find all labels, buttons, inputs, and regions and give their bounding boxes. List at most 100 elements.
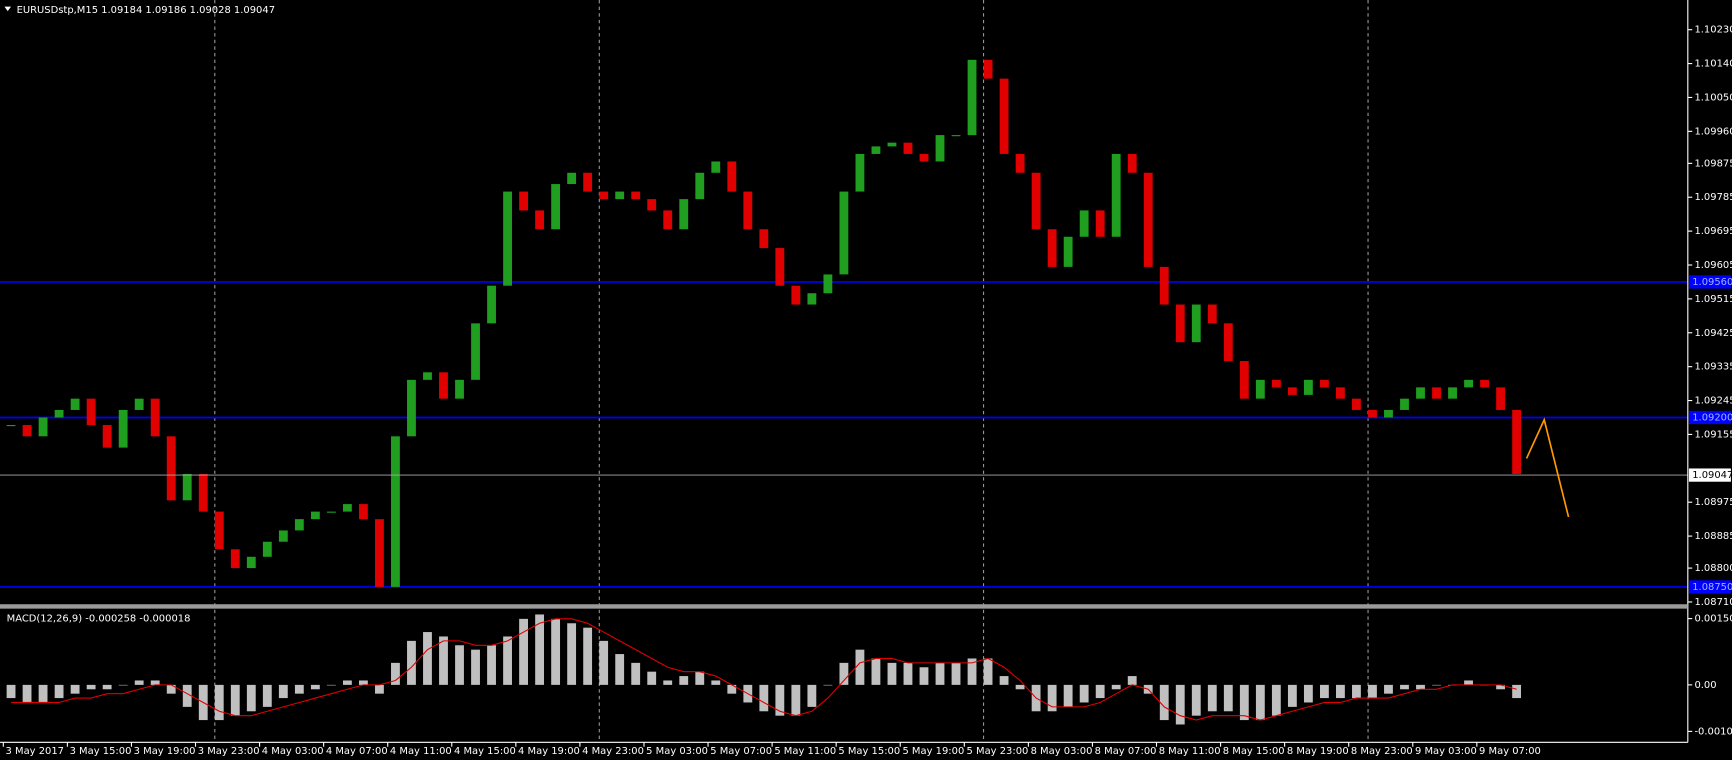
macd-bar <box>711 680 721 685</box>
x-tick-label: 8 May 11:00 <box>1159 746 1221 757</box>
candle <box>1416 387 1425 399</box>
macd-bar <box>1239 684 1249 721</box>
candle <box>439 372 448 399</box>
y-tick-label: 1.09245 <box>1694 396 1732 407</box>
macd-bar <box>919 667 929 685</box>
candle <box>375 519 384 587</box>
candle <box>727 161 737 192</box>
candle <box>1432 387 1441 399</box>
candle <box>551 184 561 230</box>
level-label: 1.08750 <box>1692 582 1732 593</box>
candle <box>22 425 32 437</box>
macd-bar <box>22 684 32 703</box>
candle <box>198 473 208 512</box>
x-tick-label: 5 May 19:00 <box>902 746 964 757</box>
candle <box>871 146 881 154</box>
x-tick-label: 5 May 11:00 <box>774 746 836 757</box>
y-tick-label: 0.00 <box>1694 680 1716 691</box>
macd-bar <box>679 676 689 685</box>
candle <box>583 172 593 192</box>
candle <box>807 293 817 305</box>
macd-bar <box>230 684 240 716</box>
candle <box>823 274 833 294</box>
candle <box>1400 398 1409 410</box>
y-tick-label: 1.09785 <box>1694 192 1732 203</box>
macd-bar <box>1271 684 1281 716</box>
candle <box>855 153 865 192</box>
macd-bar <box>1207 684 1217 712</box>
macd-bar <box>166 684 176 694</box>
candle <box>118 409 128 448</box>
macd-bar <box>423 632 432 685</box>
x-tick-label: 8 May 19:00 <box>1287 746 1349 757</box>
macd-bar <box>519 618 528 685</box>
candle <box>1368 409 1377 418</box>
macd-bar <box>1400 684 1409 690</box>
x-tick-label: 3 May 15:00 <box>70 746 132 757</box>
candle <box>1464 379 1473 388</box>
candle <box>919 153 929 162</box>
x-tick-label: 3 May 2017 <box>6 746 64 757</box>
marks <box>0 59 1688 725</box>
macd-bar <box>1384 684 1393 694</box>
macd-bar <box>358 680 368 685</box>
macd-bar <box>1336 684 1345 699</box>
macd-bar <box>6 684 16 699</box>
macd-bar <box>278 684 288 699</box>
macd-bar <box>455 645 464 685</box>
macd-bar <box>439 636 448 685</box>
candle <box>1287 387 1297 395</box>
x-tick-label: 3 May 19:00 <box>134 746 196 757</box>
candle <box>1175 304 1185 343</box>
candle <box>134 398 144 410</box>
y-tick-label: 1.10050 <box>1694 92 1732 103</box>
last-price-label: 1.09047 <box>1692 470 1732 481</box>
macd-bar <box>1191 684 1201 716</box>
candle <box>230 549 240 569</box>
drawn-arrow <box>1525 417 1570 518</box>
level-label: 1.09560 <box>1692 277 1732 288</box>
y-tick-label: -0.001057 <box>1694 726 1732 737</box>
macd-bar <box>70 684 80 694</box>
candle <box>519 191 528 211</box>
candle <box>1143 172 1153 267</box>
candle <box>1448 387 1457 399</box>
y-tick-label: 1.09335 <box>1694 362 1732 373</box>
candle <box>1191 304 1201 343</box>
macd-bar <box>1303 684 1313 703</box>
candle <box>407 379 416 437</box>
y-tick-label: 1.10230 <box>1694 25 1732 36</box>
macd-bar <box>1255 684 1265 721</box>
macd-bar <box>1063 684 1073 707</box>
candle <box>86 398 96 426</box>
candle <box>599 191 609 200</box>
candle <box>759 229 769 249</box>
signal-line <box>11 618 1517 721</box>
macd-bar <box>1287 684 1297 707</box>
y-tick-label: 1.08710 <box>1694 597 1732 608</box>
candle <box>1496 387 1506 410</box>
macd-bar <box>182 684 192 707</box>
macd-bar <box>150 680 160 685</box>
y-tick-label: 1.10140 <box>1694 59 1732 70</box>
candle <box>903 142 913 154</box>
macd-bar <box>294 684 304 694</box>
macd-bar <box>1079 684 1089 703</box>
macd-bar <box>487 645 496 685</box>
macd-bar <box>791 684 801 716</box>
macd-bar <box>1175 684 1185 725</box>
macd-bar <box>1416 684 1425 690</box>
candle <box>567 172 577 185</box>
candle <box>1095 210 1105 237</box>
candle <box>6 425 16 427</box>
menu-triangle[interactable] <box>4 6 12 12</box>
candle <box>1223 323 1233 362</box>
macd-bar <box>214 684 224 721</box>
macd-bar <box>839 662 849 685</box>
y-tick-label: 0.001506 <box>1694 614 1732 625</box>
y-tick-label: 1.08975 <box>1694 497 1732 508</box>
candle <box>631 191 641 200</box>
macd-bar <box>1015 684 1025 690</box>
candle <box>1384 409 1393 418</box>
